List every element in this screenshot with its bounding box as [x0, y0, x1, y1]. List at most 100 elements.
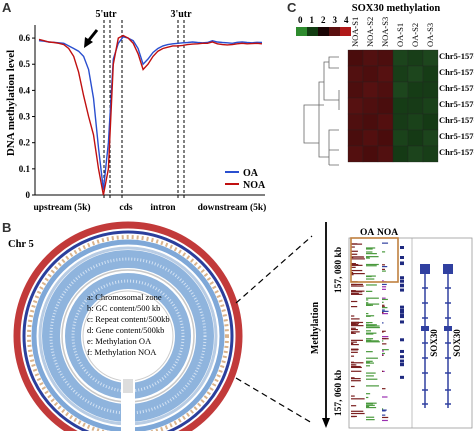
track-bar-other [382, 370, 385, 373]
track-bar-oa [351, 283, 363, 286]
track-bar-oa [351, 258, 365, 260]
track-bar-noa [366, 290, 373, 292]
region-downstream: downstream (5k) [198, 202, 267, 213]
track-bar-other [382, 419, 388, 422]
zoom-axis-label: Methylation [310, 301, 321, 354]
track-bar-noa [366, 284, 377, 286]
track-bar-oa [351, 385, 355, 388]
track-marker [400, 288, 404, 292]
track-bar-other [382, 416, 389, 419]
track-bar-oa [351, 318, 360, 320]
dendrogram [303, 56, 340, 166]
track-bar-noa [366, 396, 369, 399]
track-bar-other [382, 306, 384, 308]
track-bar-other [382, 352, 386, 355]
track-bar-noa [366, 299, 369, 301]
track-bar-other [382, 310, 389, 312]
y-axis-label: DNA methylation level [5, 50, 17, 156]
row-label: Chr5-157-079312- [439, 83, 474, 93]
heatmap-cell [377, 97, 394, 115]
track-bar-oa [351, 342, 354, 345]
track-bar-noa [366, 402, 377, 404]
track-bar-noa [366, 404, 375, 406]
track-bar-oa [351, 355, 355, 357]
track-bar-noa [366, 332, 377, 334]
track-bar-noa [366, 251, 373, 253]
track-bar-other [382, 396, 388, 398]
track-bar-other [382, 370, 384, 372]
track-bar-noa [366, 351, 373, 353]
track-bar-noa [366, 372, 376, 374]
track-bar-oa [351, 256, 354, 259]
track-bar-other [382, 286, 387, 288]
track-bar-noa [366, 315, 371, 317]
y-top-label: 157, 080 kb [334, 247, 344, 293]
track-bar-other [382, 242, 389, 244]
track-bar-oa [351, 264, 363, 266]
track-marker [400, 314, 404, 318]
heatmap-cell [407, 113, 424, 131]
track-bar-noa [366, 360, 373, 362]
heatmap-cell [422, 81, 439, 99]
track-bar-oa [351, 246, 355, 248]
scale-swatch [329, 27, 340, 36]
track-bar-other [382, 288, 386, 290]
region-intron: intron [150, 203, 176, 213]
y-bottom-label: 157, 060 kb [334, 370, 344, 416]
track-bar-oa [351, 365, 361, 368]
track-bar-oa [351, 398, 365, 400]
track-bar-noa [366, 321, 373, 324]
heatmap-cell [422, 129, 439, 147]
track-marker [400, 359, 404, 363]
track-bar-noa [366, 253, 377, 255]
track-bar-oa [351, 341, 357, 343]
track-bar-noa [366, 362, 374, 364]
track-bar-noa [366, 378, 378, 380]
heatmap-cell [377, 81, 394, 99]
heatmap-cell [362, 65, 379, 83]
track-bar-oa [351, 291, 363, 293]
track-bar-oa [351, 327, 356, 329]
track-bar-oa [351, 339, 363, 341]
row-label: Chr5-157-079468- [439, 67, 474, 77]
column-label: OA-S2 [410, 23, 420, 47]
track-bar-oa [351, 272, 354, 274]
heatmap-cell [347, 145, 364, 163]
column-label: NOA-S1 [350, 17, 360, 47]
track-bar-oa [351, 273, 365, 275]
track-bar-noa [366, 263, 379, 266]
track-bar-oa [351, 253, 358, 255]
y-tick-label: 0.4 [19, 85, 31, 95]
track-bar-oa [351, 290, 365, 292]
track-bar-other [382, 349, 389, 351]
track-marker [400, 375, 404, 379]
track-bar-noa [366, 265, 377, 267]
zoom-axis-arrowhead [322, 418, 330, 428]
scale-swatch [296, 27, 307, 36]
track-bar-other [382, 336, 389, 338]
y-tick-label: 0.1 [19, 164, 31, 174]
track-marker [400, 310, 404, 314]
heatmap-cell [347, 65, 364, 83]
track-bar-noa [366, 278, 375, 280]
heatmap-cell [362, 97, 379, 115]
panel-letter-b: B [2, 220, 12, 235]
track-bar-noa [366, 247, 376, 249]
track-bar-oa [351, 266, 356, 268]
track-bar-other [382, 414, 386, 416]
track-marker [400, 246, 404, 250]
track-bar-other [382, 298, 388, 301]
track-bar-oa [351, 412, 365, 415]
track-bar-noa [366, 365, 371, 367]
heatmap-cell [407, 145, 424, 163]
track-marker [400, 320, 404, 324]
track-bar-oa [351, 285, 364, 287]
track-bar-other [382, 311, 384, 314]
track-bar-oa [351, 263, 359, 266]
track-bar-oa [351, 250, 358, 252]
track-bar-oa [351, 377, 355, 379]
track-bar-noa [366, 338, 374, 340]
panel-a-chart: DNA methylation level 0.6 0.5 0.4 0.3 0.2 0.1… [5, 9, 267, 213]
track-bar-noa [366, 375, 374, 377]
